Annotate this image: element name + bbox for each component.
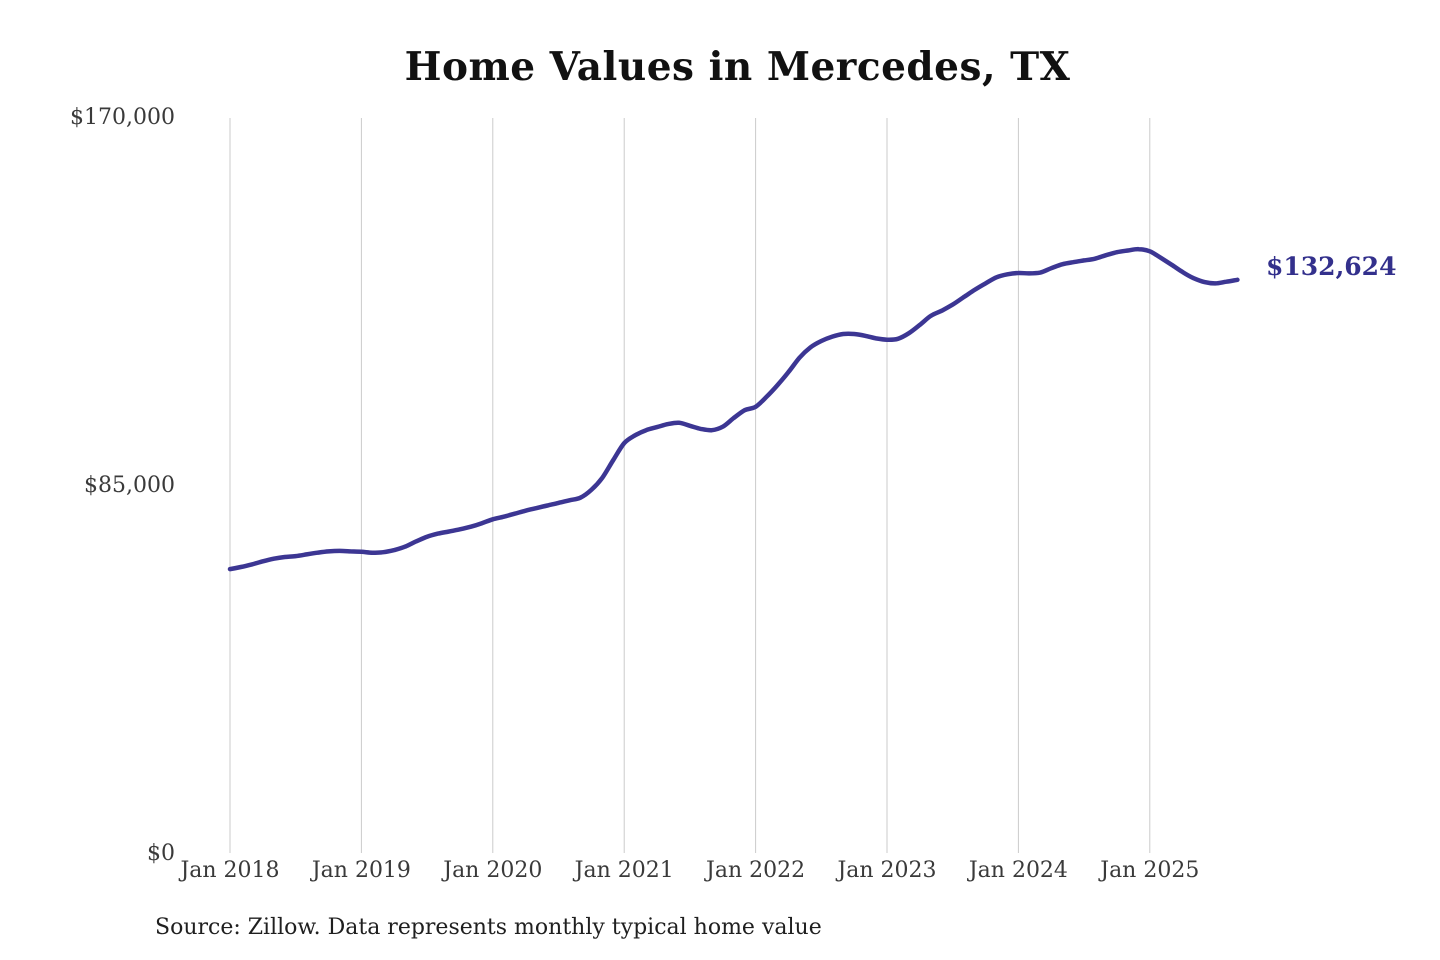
y-tick-label: $170,000 [70,105,175,130]
x-tick-label: Jan 2018 [180,858,280,883]
x-tick-label: Jan 2021 [574,858,674,883]
x-tick-label: Jan 2019 [311,858,411,883]
x-tick-label: Jan 2020 [443,858,543,883]
home-value-line [227,246,1240,572]
latest-value-label: $132,624 [1266,252,1397,281]
x-tick-label: Jan 2025 [1100,858,1200,883]
x-tick-label: Jan 2023 [837,858,937,883]
x-tick-label: Jan 2024 [968,858,1068,883]
source-note: Source: Zillow. Data represents monthly … [155,915,822,940]
y-tick-label: $85,000 [84,473,175,498]
x-tick-label: Jan 2022 [706,858,806,883]
chart-title: Home Values in Mercedes, TX [404,44,1071,90]
y-tick-label: $0 [147,841,175,866]
